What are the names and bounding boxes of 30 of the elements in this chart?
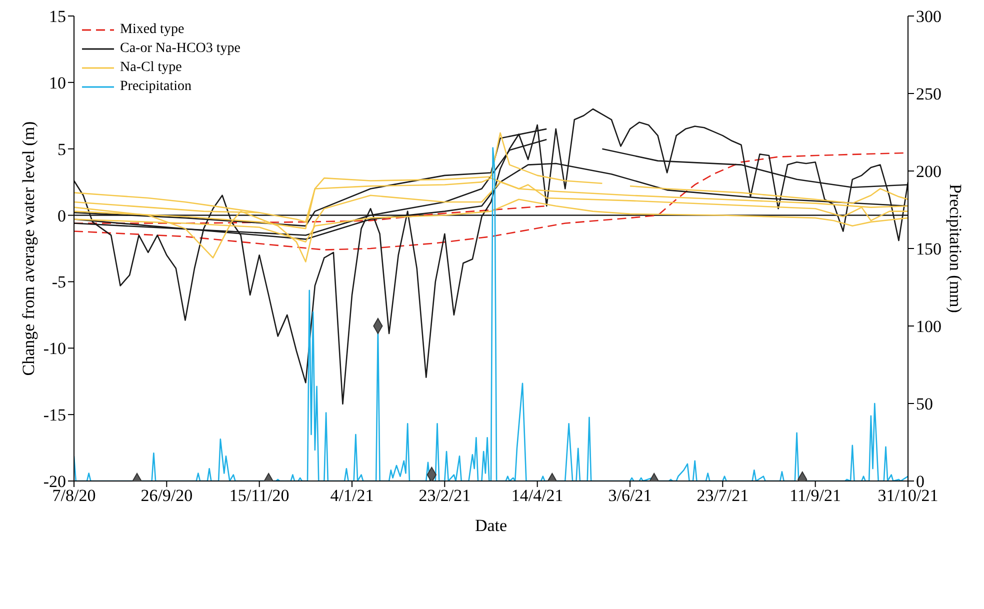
- x-tick-label: 23/2/21: [418, 486, 471, 506]
- x-tick-label: 15/11/20: [229, 486, 290, 506]
- legend-label: Ca-or Na-HCO3 type: [120, 40, 241, 58]
- x-tick-label: 7/8/20: [52, 486, 96, 506]
- legend-label: Na-Cl type: [120, 59, 182, 77]
- legend-label: Precipitation: [120, 78, 192, 96]
- y2-tick-label: 250: [916, 84, 942, 104]
- y-tick-label: 0: [58, 206, 66, 226]
- x-axis-title: Date: [474, 516, 508, 535]
- x-tick-label: 4/1/21: [330, 486, 374, 506]
- x-tick-label: 26/9/20: [140, 486, 193, 506]
- x-tick-label: 23/7/21: [696, 486, 749, 506]
- y2-axis-title: Precipitation (mm): [946, 184, 965, 313]
- y2-tick-label: 100: [916, 317, 942, 336]
- legend-label: Mixed type: [120, 21, 184, 39]
- y-tick-label: 10: [49, 73, 66, 92]
- y-tick-label: -5: [52, 272, 66, 292]
- x-tick-label: 3/6/21: [608, 486, 652, 506]
- y-tick-label: -10: [43, 339, 66, 358]
- x-tick-label: 11/9/21: [790, 486, 841, 506]
- y2-tick-label: 300: [916, 7, 942, 26]
- x-tick-label: 31/10/21: [878, 486, 938, 506]
- y-tick-label: 5: [58, 140, 66, 159]
- x-tick-label: 14/4/21: [511, 486, 564, 506]
- y2-tick-label: 150: [916, 240, 942, 259]
- y2-tick-label: 50: [916, 394, 933, 414]
- y-tick-label: 15: [49, 7, 66, 26]
- y-axis-title: Change from average water level (m): [19, 121, 38, 376]
- y2-tick-label: 200: [916, 162, 942, 182]
- y-tick-label: -15: [43, 406, 66, 425]
